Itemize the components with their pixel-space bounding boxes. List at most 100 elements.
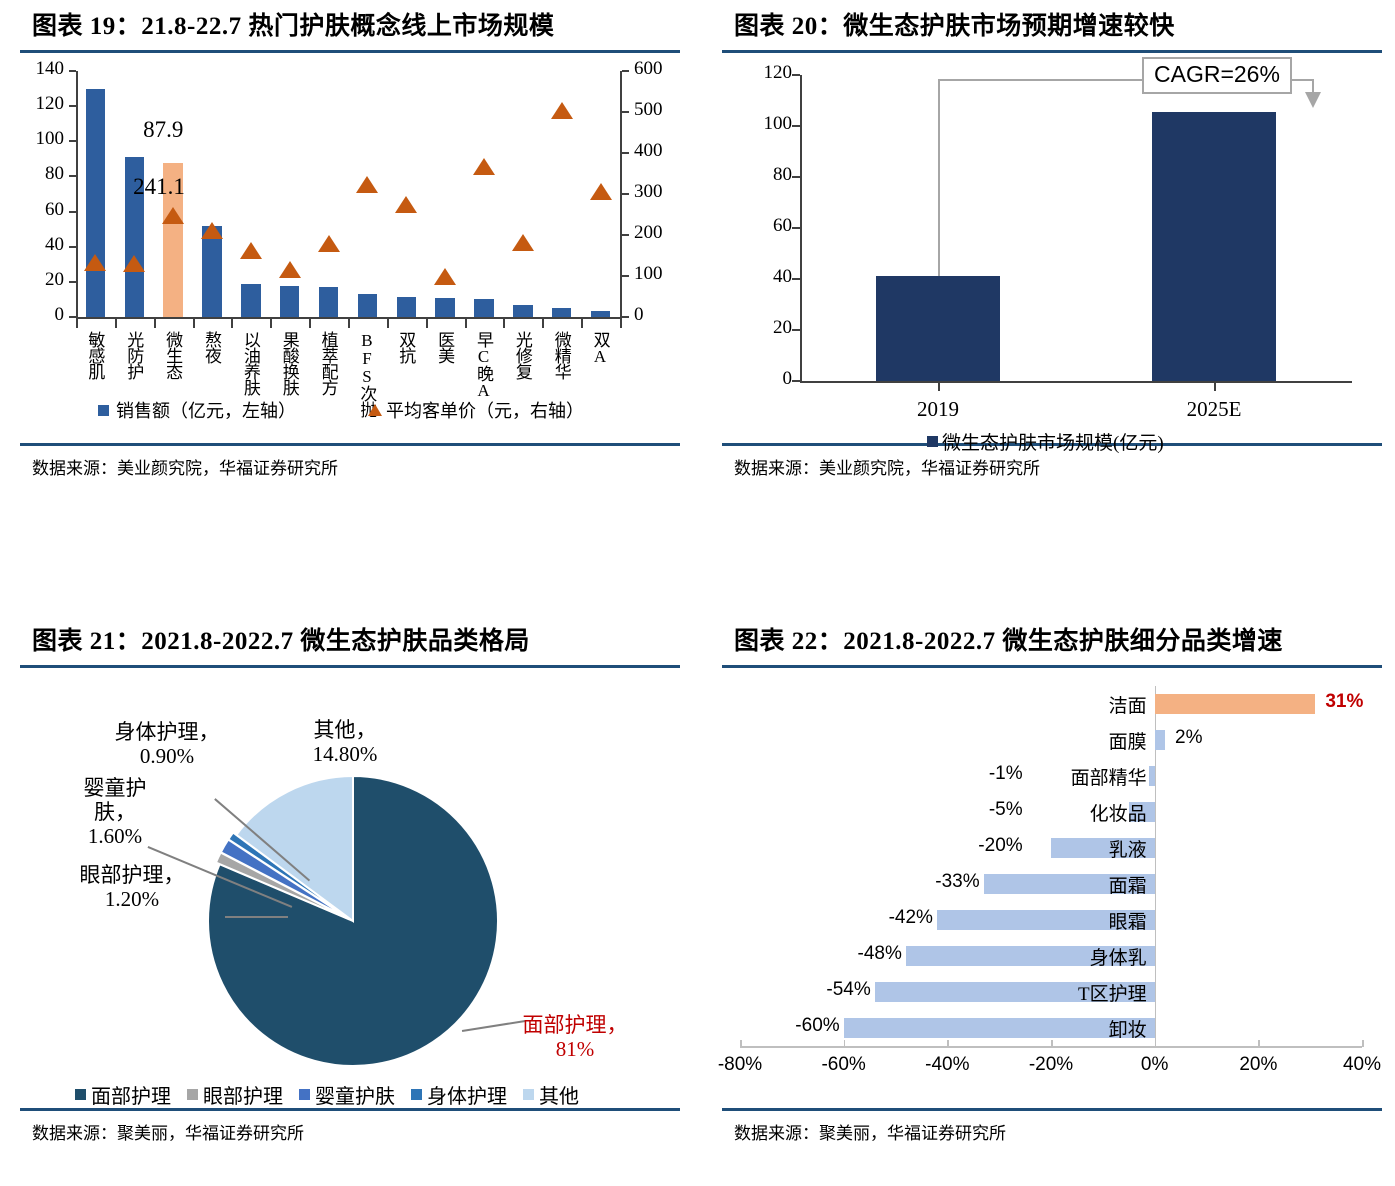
fig20-y-axis: [800, 75, 802, 383]
fig19-cat-tick: [192, 319, 195, 328]
figure-22-source: 数据来源：聚美丽，华福证券研究所: [734, 1124, 1006, 1143]
figure-22-plot: -80% -60% -40% -20% 0% 20% 40% 洁面 31% 面膜 2% 面部精华 -1%…: [718, 668, 1382, 1108]
fig19-category-label: 微精华: [551, 331, 571, 379]
fig19-category-label: 光修复: [512, 331, 532, 379]
fig20-y-tick-label: 60: [773, 215, 792, 236]
fig19-cat-tick: [581, 319, 584, 328]
fig19-bar: [280, 285, 300, 317]
fig19-right-tick-label: 200: [634, 222, 663, 243]
fig19-left-tick: [69, 70, 76, 72]
fig20-y-tick-label: 120: [763, 62, 793, 83]
figure-21-top-rule: [20, 665, 680, 668]
fig22-x-axis: [740, 1046, 1362, 1048]
fig19-bar: [590, 310, 611, 317]
fig19-cat-tick: [76, 319, 78, 328]
fig19-triangle-marker: [123, 254, 146, 272]
fig20-y-tick: [792, 74, 800, 76]
fig19-data-label-price: 241.1: [133, 174, 185, 200]
fig22-category-label: T区护理: [1078, 984, 1147, 1005]
figure-21-bottom-rule: [20, 1108, 680, 1111]
pie-label-eye-care-value: 1.20%: [104, 887, 160, 912]
fig19-cat-tick: [425, 319, 428, 328]
fig22-x-tick: [740, 1040, 742, 1047]
fig22-x-tick-label: 0%: [1140, 1054, 1169, 1075]
pie-leader-line: [225, 916, 288, 918]
figure-19-bottom-rule: [20, 443, 680, 446]
pie-label-eye-care: 眼部护理， 1.20%: [42, 863, 222, 911]
pie-label-eye-care-name: 眼部护理，: [79, 863, 185, 887]
fig20-y-tick: [792, 329, 800, 331]
figure-20-title: 图表 20：微生态护肤市场预期增速较快: [722, 0, 1382, 50]
pie-label-baby-care-name2: 肤，: [94, 800, 136, 825]
fig22-x-tick: [843, 1040, 846, 1047]
fig20-cat-tick: [938, 383, 940, 391]
fig19-triangle-marker: [550, 101, 573, 119]
figure-20-top-rule: [722, 50, 1382, 53]
fig19-right-tick-label: 0: [634, 304, 644, 325]
fig22-value-label: -20%: [978, 835, 1023, 856]
legend-square-icon: [299, 1089, 310, 1100]
fig19-left-tick-label: 20: [45, 268, 64, 290]
fig19-right-tick: [622, 275, 629, 277]
fig20-y-tick: [792, 380, 800, 382]
fig19-legend-sales-label: 销售额（亿元，左轴）: [116, 401, 296, 421]
fig22-value-label: -5%: [988, 799, 1023, 820]
figure-19-title-prefix: 图表 19：: [32, 13, 142, 40]
fig19-bar: [435, 297, 455, 317]
fig19-left-axis: [76, 71, 78, 319]
fig19-triangle-marker: [395, 196, 418, 214]
fig22-x-tick-label: -40%: [925, 1054, 970, 1075]
figure-19-plot: 0 20 40 60 80 100 120 140 0 100 200 300 400 500 600 敏感肌…: [20, 53, 680, 443]
fig22-category-label: 洁面: [1108, 696, 1147, 717]
fig19-triangle-marker: [434, 268, 457, 286]
fig22-bar: [874, 982, 1155, 1002]
figure-22-bottom-rule: [722, 1108, 1382, 1111]
fig19-bar: [474, 298, 494, 317]
fig20-y-tick-label: 40: [773, 266, 792, 287]
pie-label-baby-care-name: 婴童护: [83, 776, 147, 800]
fig21-legend-label: 眼部护理: [203, 1086, 283, 1108]
fig22-value-label: 31%: [1325, 691, 1364, 712]
fig19-cat-tick: [114, 319, 117, 328]
fig19-left-tick-label: 40: [45, 233, 64, 255]
fig20-cat-tick: [1214, 383, 1216, 391]
fig21-legend-label: 身体护理: [427, 1086, 507, 1108]
legend-triangle-icon: [368, 404, 382, 416]
pie-label-face-care-value: 81%: [555, 1037, 595, 1062]
fig19-bar: [552, 307, 572, 317]
fig19-category-label: 光防护: [124, 331, 144, 379]
fig19-bar: [124, 157, 144, 317]
fig20-y-tick: [792, 125, 800, 127]
figure-20-title-prefix: 图表 20：: [734, 13, 844, 40]
figure-20-title-text: 微生态护肤市场预期增速较快: [843, 13, 1175, 40]
fig19-cat-tick: [464, 319, 467, 328]
fig19-legend-price-label: 平均客单价（元，右轴）: [386, 401, 584, 421]
figure-20-panel: 图表 20：微生态护肤市场预期增速较快 0 20 40 60 80 100 120 2019 2…: [722, 0, 1382, 520]
fig19-triangle-marker: [356, 175, 379, 193]
fig22-x-tick-label: -80%: [717, 1054, 763, 1075]
fig20-cagr-arrow-icon: [1305, 91, 1321, 108]
fig22-value-label: -54%: [826, 979, 871, 1000]
fig19-right-tick: [622, 234, 629, 236]
fig22-x-tick: [1362, 1040, 1364, 1047]
fig20-cagr-connector-left-v: [938, 79, 940, 277]
fig19-bar: [396, 296, 416, 317]
fig19-bar: [357, 293, 378, 317]
fig19-triangle-marker: [317, 235, 340, 253]
fig19-category-label: 医美: [435, 331, 455, 363]
fig19-triangle-marker: [473, 158, 495, 176]
fig20-y-tick: [792, 278, 800, 280]
fig19-left-tick: [69, 245, 76, 248]
fig20-cagr-annotation: CAGR=26%: [1142, 57, 1292, 94]
fig19-category-label: 果酸换肤: [279, 331, 299, 395]
pie-label-body-care-name: 身体护理，: [114, 720, 220, 744]
fig19-left-tick-label: 0: [54, 304, 65, 325]
figure-19-source: 数据来源：美业颜究院，华福证券研究所: [32, 459, 338, 478]
fig19-category-label: 以油养肤: [240, 331, 260, 395]
fig19-triangle-marker: [511, 234, 534, 252]
legend-square-icon: [98, 404, 109, 416]
fig19-right-tick: [622, 70, 629, 72]
fig19-triangle-marker: [278, 260, 301, 278]
fig19-bottom-axis: [76, 317, 622, 319]
